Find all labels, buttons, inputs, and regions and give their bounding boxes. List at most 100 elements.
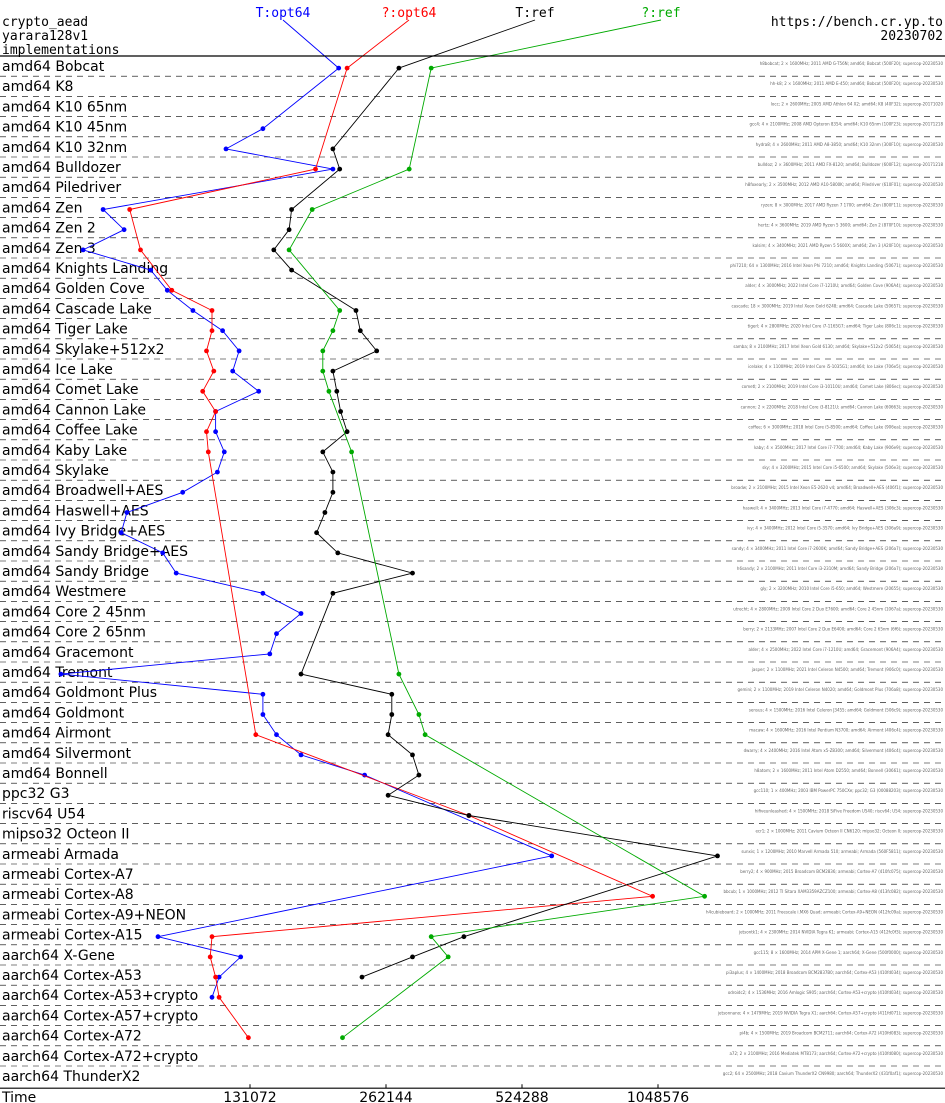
machine-label: amd64 Coffee Lake	[2, 423, 138, 439]
data-point	[330, 469, 336, 475]
title-cipher: yarara128v1	[2, 29, 88, 44]
data-point	[286, 247, 292, 253]
data-point	[216, 994, 222, 1000]
machine-spec: alder; 4 × 3000MHz; 2022 Intel Core i7-1…	[745, 283, 943, 288]
machine-label: ppc32 G3	[2, 786, 70, 802]
data-point	[416, 712, 422, 717]
machine-label: amd64 Skylake+512x2	[2, 342, 164, 358]
machine-spec: sky; 4 × 3200MHz; 2015 Intel Core i5-650…	[762, 465, 943, 470]
machine-label: amd64 Zen	[2, 200, 82, 216]
data-point	[422, 732, 428, 738]
legend: T:opt64 ?:opt64 T:ref ?:ref	[256, 6, 681, 69]
machine-spec: coffee; 6 × 3000MHz; 2018 Intel Core i5-…	[748, 425, 943, 430]
bench-date: 20230702	[880, 29, 943, 44]
data-point	[337, 166, 343, 172]
series-layer	[58, 65, 720, 1041]
series-t-ref	[271, 65, 720, 980]
legend-label: ?:ref	[641, 6, 680, 21]
machine-spec: sensus; 4 × 1500MHz; 2016 Intel Celeron …	[749, 707, 944, 712]
machine-spec: utrecht; 4 × 2800MHz; 2009 Intel Core 2 …	[733, 606, 943, 611]
machine-spec: cannon; 2 × 2200MHz; 2018 Intel Core i3-…	[741, 404, 944, 409]
data-point	[230, 368, 236, 374]
machine-label: amd64 Silvermont	[2, 746, 132, 762]
data-point	[260, 590, 266, 596]
machine-label: amd64 Skylake	[2, 463, 109, 479]
data-point	[271, 247, 277, 253]
machine-spec: phi7210; 64 × 1300MHz; 2016 Intel Xeon P…	[730, 263, 943, 268]
data-point	[200, 388, 206, 394]
data-point	[298, 671, 304, 677]
machine-label: amd64 Kaby Lake	[2, 443, 127, 459]
machine-label: amd64 Knights Landing	[2, 261, 168, 277]
data-point	[260, 712, 266, 717]
data-point	[344, 65, 350, 71]
data-point	[330, 146, 336, 152]
data-point	[118, 530, 124, 536]
machine-label: amd64 Golden Cove	[2, 281, 145, 297]
data-point	[209, 328, 215, 334]
machine-spec: odroidc2; 4 × 1536MHz; 2016 Amlogic S905…	[728, 990, 944, 995]
data-point	[389, 691, 395, 697]
data-point	[389, 712, 395, 717]
data-point	[148, 267, 154, 273]
data-point	[205, 449, 211, 455]
machine-label: aarch64 X-Gene	[2, 948, 115, 964]
data-point	[353, 308, 359, 313]
x-axis: Time 131072 262144 524288 1048576	[0, 1084, 945, 1103]
data-point	[274, 732, 279, 738]
series--ref	[286, 65, 707, 1041]
machine-spec: h6sandy; 2 × 2100MHz; 2011 Intel Core i3…	[737, 566, 944, 571]
data-point	[274, 631, 279, 637]
x-tick-label: 262144	[359, 1090, 413, 1103]
legend-leader	[282, 19, 339, 69]
data-point	[238, 954, 244, 960]
machine-spec: sunxis; 1 × 1200MHz; 2010 Marvell Armada…	[741, 849, 943, 854]
data-point	[209, 994, 215, 1000]
machine-spec: hifiveunleashed; 4 × 1500MHz; 2018 SiFiv…	[755, 808, 944, 813]
data-point	[410, 954, 415, 960]
data-point	[209, 308, 215, 313]
machine-label: amd64 Ice Lake	[2, 362, 113, 378]
machine-spec: bulldoz; 2 × 3600MHz; 2011 AMD FX-8120; …	[758, 162, 944, 167]
machine-spec: berry2; 4 × 900MHz; 2015 Broadcom BCM283…	[740, 869, 943, 874]
machine-spec: ecr1; 2 × 1000MHz; 2011 Cavium Octeon II…	[755, 829, 943, 834]
machine-label: amd64 Westmere	[2, 584, 126, 600]
data-point	[180, 489, 186, 495]
data-point	[385, 792, 391, 798]
machine-label: amd64 Zen 3	[2, 241, 96, 257]
machine-spec: ryzen; 8 × 3000MHz; 2017 AMD Ryzen 7 170…	[761, 202, 943, 207]
machine-spec: kalsim; 4 × 3400MHz; 2021 AMD Ryzen 5 56…	[753, 243, 944, 248]
data-point	[213, 974, 219, 980]
machine-label: amd64 Sandy Bridge+AES	[2, 544, 188, 560]
data-point	[428, 65, 434, 71]
data-point	[100, 207, 106, 212]
machine-label: armeabi Cortex-A15	[2, 928, 143, 944]
data-point	[349, 449, 354, 455]
data-point	[702, 893, 707, 899]
machine-spec: samba; 8 × 2100MHz; 2017 Intel Xeon Gold…	[733, 344, 943, 349]
machine-label: amd64 K10 45nm	[2, 120, 127, 136]
machine-spec: h8atom; 2 × 1600MHz; 2011 Intel Atom D25…	[754, 768, 943, 773]
data-point	[236, 348, 242, 354]
machine-spec: broadw; 2 × 2100MHz; 2015 Intel Xeon E5-…	[731, 485, 943, 490]
machine-spec: pi3aplus; 4 × 1400MHz; 2018 Broadcom BCM…	[726, 970, 943, 975]
data-point	[155, 934, 161, 940]
machine-spec: h4cubieboard; 2 × 1000MHz; 2011 Freescal…	[706, 909, 943, 914]
legend-label: T:opt64	[256, 6, 311, 21]
machine-spec: icelake; 4 × 1100MHz; 2019 Intel Core i5…	[748, 364, 943, 369]
legend-leader	[431, 19, 662, 69]
machine-spec: jetsonnano; 4 × 1479MHz; 2019 NVIDIA Teg…	[717, 1010, 944, 1015]
data-point	[359, 974, 365, 980]
machine-label: aarch64 Cortex-A57+crypto	[2, 1008, 198, 1024]
data-point	[334, 388, 340, 394]
data-point	[374, 348, 380, 354]
machine-label: amd64 Tiger Lake	[2, 322, 128, 338]
data-point	[410, 752, 415, 758]
machine-label: amd64 Sandy Bridge	[2, 564, 149, 580]
machine-label: amd64 K10 65nm	[2, 99, 127, 115]
machine-label: amd64 Haswell+AES	[2, 503, 149, 519]
data-point	[330, 328, 336, 334]
machine-spec: pi4b; 4 × 1500MHz; 2019 Broadcom BCM2711…	[739, 1031, 943, 1036]
data-point	[223, 146, 229, 152]
